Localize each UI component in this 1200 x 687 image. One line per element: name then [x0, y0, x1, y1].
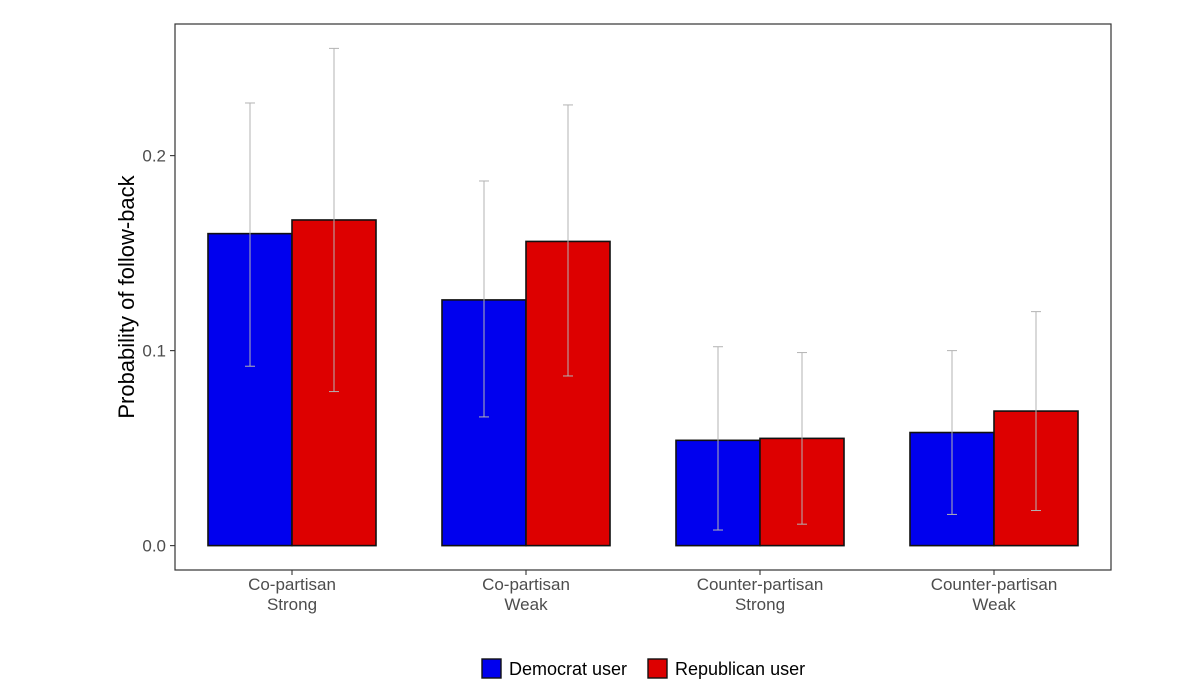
x-tick-label: Counter-partisan — [931, 575, 1058, 594]
x-tick-label: Co-partisan — [482, 575, 570, 594]
x-tick-label: Co-partisan — [248, 575, 336, 594]
error-bars-layer — [245, 47, 1041, 531]
x-tick-label: Weak — [972, 595, 1016, 614]
plot-panel-border — [174, 23, 1112, 571]
x-axis: Co-partisanStrongCo-partisanWeakCounter-… — [248, 570, 1057, 614]
legend-label: Democrat user — [509, 659, 627, 679]
x-tick-label: Strong — [735, 595, 785, 614]
error-bar — [329, 47, 339, 393]
legend-label: Republican user — [675, 659, 805, 679]
legend-item-republican: Republican user — [647, 658, 805, 679]
error-bar — [479, 180, 489, 418]
legend-swatch — [481, 658, 502, 679]
x-tick-label: Strong — [267, 595, 317, 614]
y-axis: 0.0 0.1 0.2 — [142, 147, 175, 556]
error-bar — [245, 102, 255, 367]
error-bar — [947, 350, 957, 515]
x-tick-label: Counter-partisan — [697, 575, 824, 594]
y-axis-title: Probability of follow-back — [114, 174, 139, 418]
legend-item-democrat: Democrat user — [481, 658, 627, 679]
y-tick-label: 0.0 — [142, 537, 166, 556]
legend-swatch — [647, 658, 668, 679]
error-bar — [713, 346, 723, 531]
legend: Democrat user Republican user — [481, 658, 805, 679]
y-tick-label: 0.1 — [142, 342, 166, 361]
bars-layer — [207, 219, 1079, 547]
x-tick-label: Weak — [504, 595, 548, 614]
y-tick-label: 0.2 — [142, 147, 166, 166]
error-bar — [563, 104, 573, 377]
error-bar — [797, 352, 807, 525]
error-bar — [1031, 311, 1041, 512]
